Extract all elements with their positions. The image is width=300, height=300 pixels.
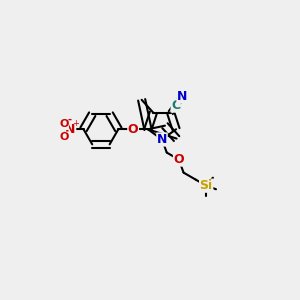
Text: O: O — [59, 132, 68, 142]
Text: +: + — [73, 119, 79, 128]
Text: O: O — [173, 153, 184, 166]
Text: O: O — [128, 123, 138, 136]
Text: N: N — [177, 90, 188, 103]
Text: N: N — [157, 133, 167, 146]
Text: Si: Si — [200, 179, 213, 192]
Text: C: C — [171, 99, 180, 112]
Text: N: N — [65, 123, 76, 136]
Text: -: - — [68, 115, 72, 125]
Text: O: O — [59, 119, 68, 130]
